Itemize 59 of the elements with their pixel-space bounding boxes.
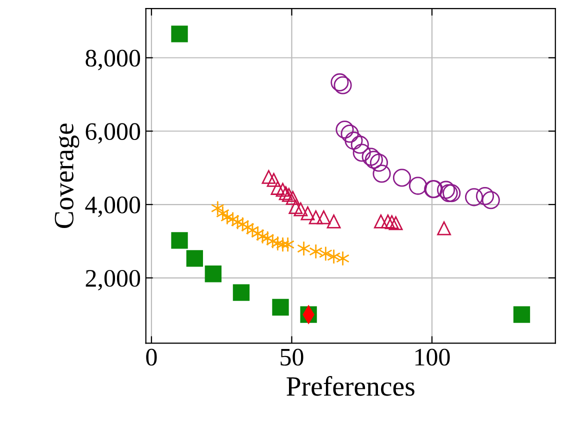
point (297, 240, 310, 256)
point (204, 266, 222, 282)
x-axis-title: Preferences (286, 376, 414, 396)
point (482, 191, 500, 210)
point (232, 284, 250, 301)
y-tick-label: 2,000 (86, 270, 140, 290)
point (308, 210, 323, 224)
point (436, 180, 456, 199)
point (171, 232, 188, 249)
y-tick-label: 8,000 (86, 50, 140, 70)
point (388, 216, 403, 230)
point (513, 306, 530, 323)
point (440, 184, 458, 202)
point (282, 188, 296, 202)
point (281, 236, 294, 252)
point (374, 214, 388, 228)
point (286, 190, 300, 205)
point (476, 187, 494, 206)
point (300, 206, 315, 220)
x-tick-label: 100 (415, 348, 450, 366)
point (330, 73, 349, 92)
point (278, 186, 293, 200)
point (294, 202, 308, 216)
y-axis-title: Coverage (54, 124, 80, 228)
point (171, 26, 188, 42)
point (372, 164, 391, 183)
point (442, 184, 461, 202)
point (327, 248, 341, 264)
point (408, 176, 427, 195)
point (318, 246, 332, 262)
point (336, 120, 354, 139)
point (272, 298, 289, 316)
point (266, 172, 281, 187)
point (334, 76, 352, 94)
point (392, 168, 411, 187)
point (262, 170, 276, 184)
point (344, 132, 363, 150)
y-tick-label: 4,000 (85, 196, 140, 218)
point (362, 148, 380, 166)
x-tick-label: 50 (280, 348, 304, 366)
point (288, 200, 303, 214)
point (326, 214, 341, 228)
point (384, 215, 399, 230)
point (350, 136, 369, 154)
point (270, 181, 285, 195)
point (437, 221, 451, 236)
point (380, 214, 395, 228)
point (309, 244, 323, 260)
point (186, 250, 203, 267)
point (336, 250, 350, 266)
point (370, 154, 388, 172)
point (465, 188, 484, 206)
x-tick-label: 0 (146, 348, 157, 366)
point (364, 150, 383, 169)
y-tick-label: 6,000 (86, 123, 140, 144)
point (352, 144, 371, 162)
point (340, 124, 359, 143)
point (316, 210, 331, 224)
point (276, 182, 290, 197)
